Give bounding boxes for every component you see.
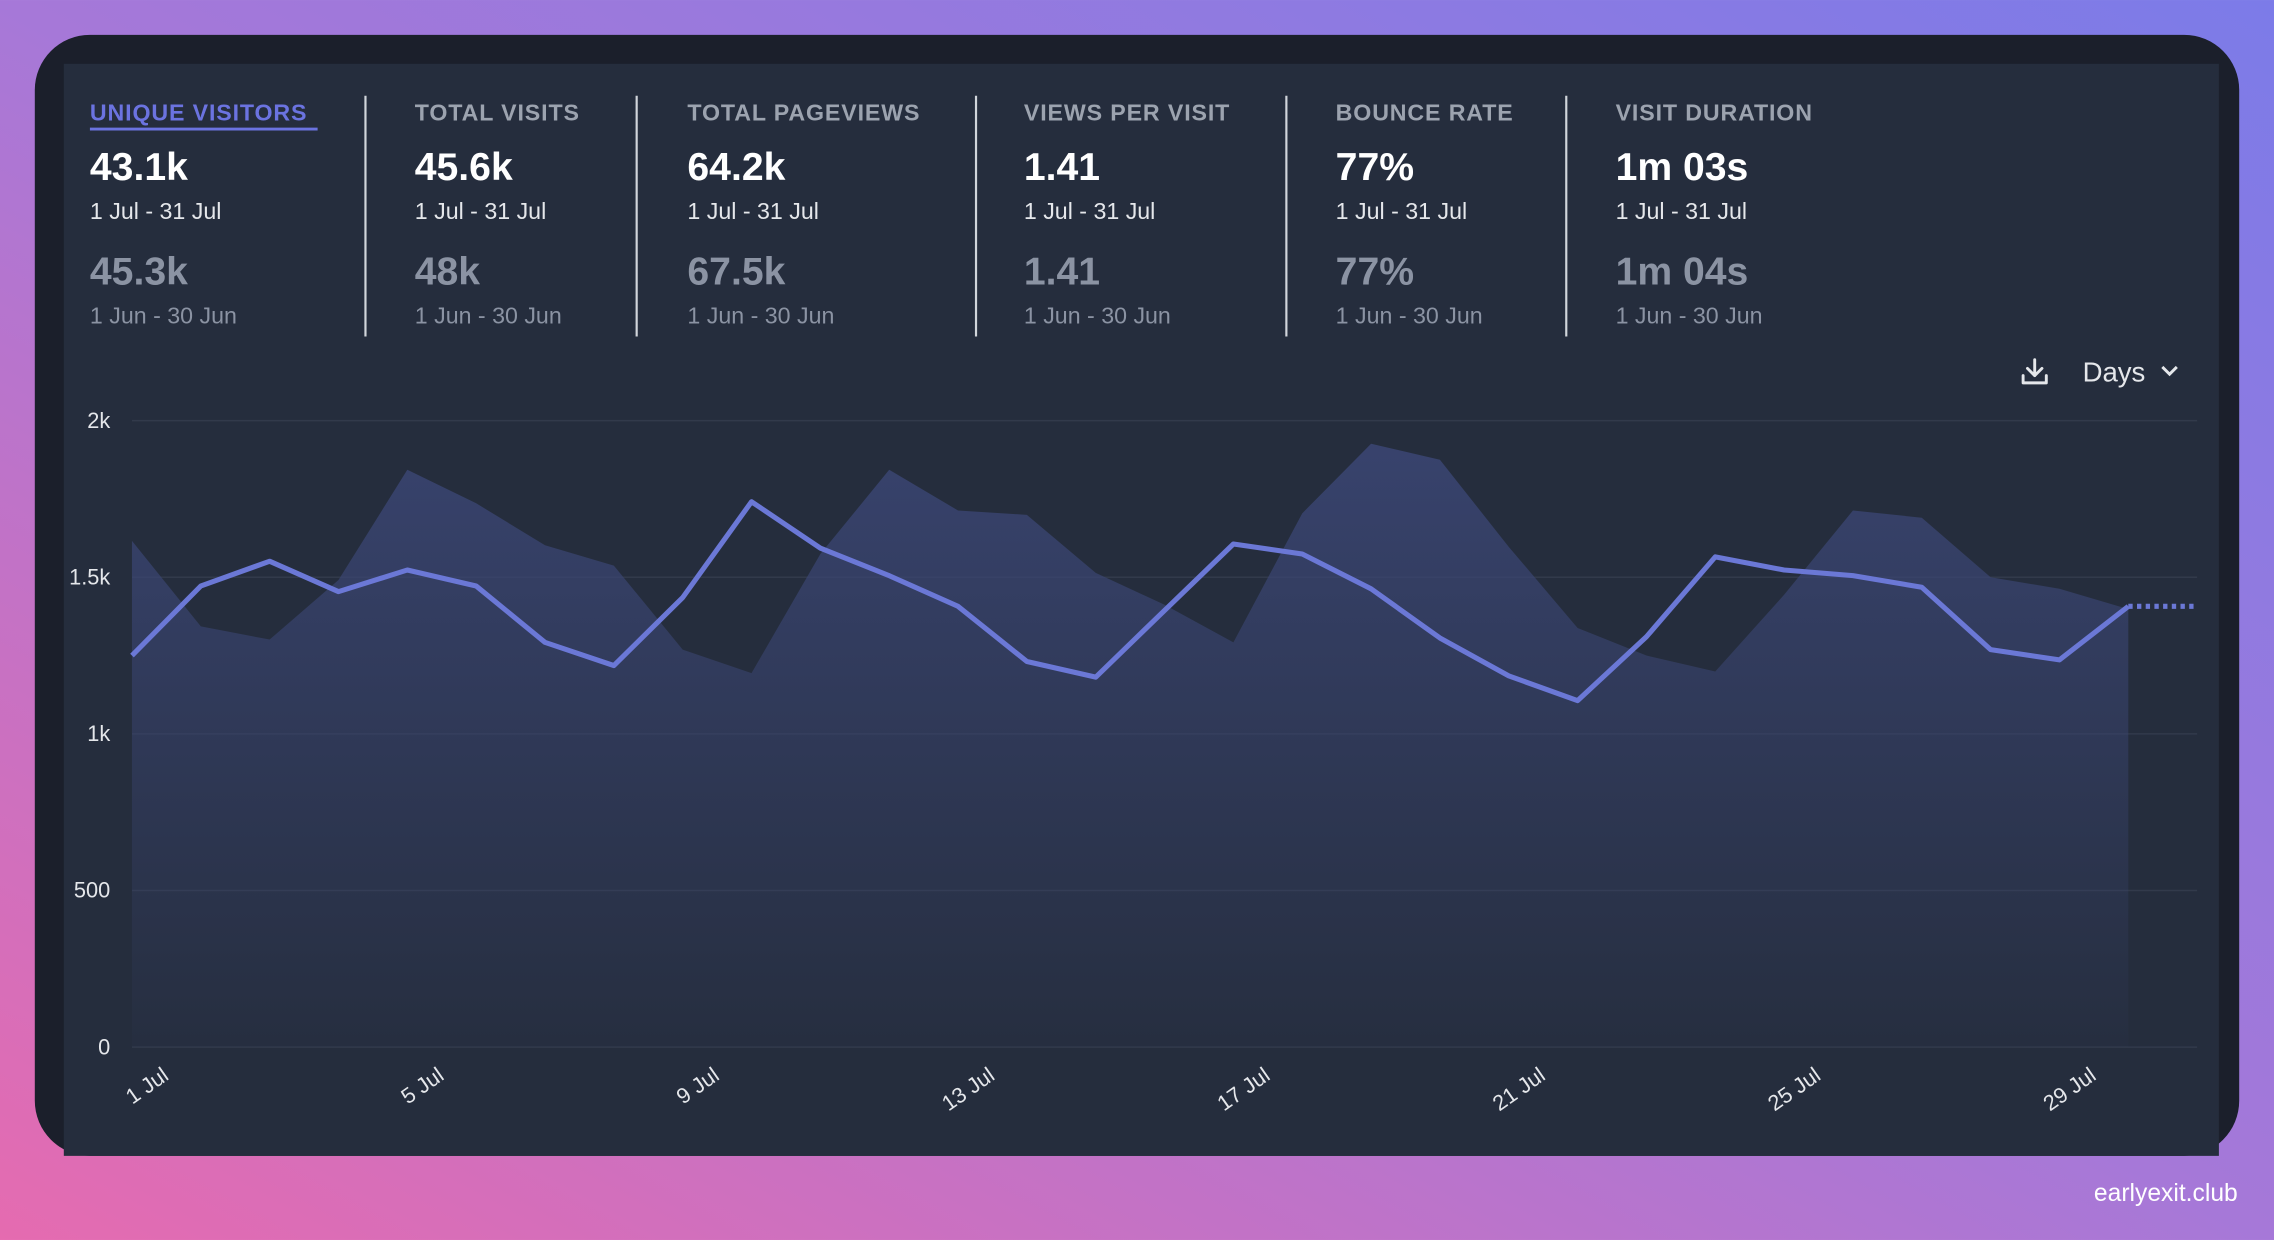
metric-value: 45.6k (415, 146, 513, 189)
metric[interactable]: UNIQUE VISITORS 43.1k 1 Jul - 31 Jul 45.3k 1… (90, 99, 318, 328)
download-icon (2021, 358, 2048, 385)
y-tick-label: 500 (74, 878, 110, 903)
chevron (2161, 365, 2178, 377)
metric[interactable]: VISIT DURATION 1m 03s 1 Jul - 31 Jul 1m 04s… (1616, 99, 1813, 328)
metric-label[interactable]: VIEWS PER VISIT (1024, 99, 1230, 125)
metric-label[interactable]: TOTAL PAGEVIEWS (687, 99, 920, 125)
metric-prev-value: 1.41 (1024, 250, 1100, 293)
y-tick-label: 1.5k (69, 564, 110, 589)
line (130, 499, 2130, 704)
metric-prev-value: 45.3k (90, 250, 188, 293)
area (131, 443, 2129, 1048)
metric-period: 1 Jul - 31 Jul (1024, 198, 1155, 224)
metric-prev-value: 48k (415, 250, 481, 293)
y-tick-label: 1k (87, 721, 110, 746)
metric-period: 1 Jul - 31 Jul (1616, 198, 1747, 224)
metric-prev-period: 1 Jun - 30 Jun (1616, 302, 1763, 328)
metric-value: 77% (1336, 146, 1414, 189)
y-tick-label: 2k (87, 408, 110, 433)
metric-label[interactable]: TOTAL VISITS (415, 99, 580, 125)
metric-period: 1 Jul - 31 Jul (90, 198, 221, 224)
metric-prev-period: 1 Jun - 30 Jun (687, 302, 834, 328)
metric-prev-period: 1 Jun - 30 Jun (1024, 302, 1171, 328)
download-button[interactable] (2021, 358, 2048, 385)
metric-prev-period: 1 Jun - 30 Jun (90, 302, 237, 328)
metric[interactable]: VIEWS PER VISIT 1.41 1 Jul - 31 Jul 1.41 1 J… (1024, 99, 1230, 328)
metric-period: 1 Jul - 31 Jul (1336, 198, 1467, 224)
y-tick-label: 0 (98, 1034, 110, 1059)
metric-value: 43.1k (90, 146, 188, 189)
metric-period: 1 Jul - 31 Jul (687, 198, 818, 224)
interval-dropdown[interactable]: Days (2083, 356, 2178, 387)
metric-label[interactable]: UNIQUE VISITORS (90, 99, 307, 125)
metric-prev-value: 1m 04s (1616, 250, 1749, 293)
metric-period: 1 Jul - 31 Jul (415, 198, 546, 224)
metric[interactable]: TOTAL PAGEVIEWS 64.2k 1 Jul - 31 Jul 67.5k 1… (687, 99, 920, 328)
metric-prev-value: 67.5k (687, 250, 785, 293)
metric-prev-period: 1 Jun - 30 Jun (415, 302, 562, 328)
metrics: UNIQUE VISITORS 43.1k 1 Jul - 31 Jul 45.3k 1… (90, 95, 1813, 337)
metric[interactable]: TOTAL VISITS 45.6k 1 Jul - 31 Jul 48k 1 Jun … (415, 99, 580, 328)
metric-prev-value: 77% (1336, 250, 1414, 293)
metric-label[interactable]: BOUNCE RATE (1336, 99, 1514, 125)
watermark: earlyexit.club (2094, 1180, 2238, 1207)
metric-label[interactable]: VISIT DURATION (1616, 99, 1813, 125)
metric[interactable]: BOUNCE RATE 77% 1 Jul - 31 Jul 77% 1 Jun - 3… (1336, 99, 1514, 328)
interval-label[interactable]: Days (2083, 356, 2146, 387)
metric-prev-period: 1 Jun - 30 Jun (1336, 302, 1483, 328)
metric-value: 1m 03s (1616, 146, 1749, 189)
metric-value: 64.2k (687, 146, 785, 189)
metric-value: 1.41 (1024, 146, 1100, 189)
